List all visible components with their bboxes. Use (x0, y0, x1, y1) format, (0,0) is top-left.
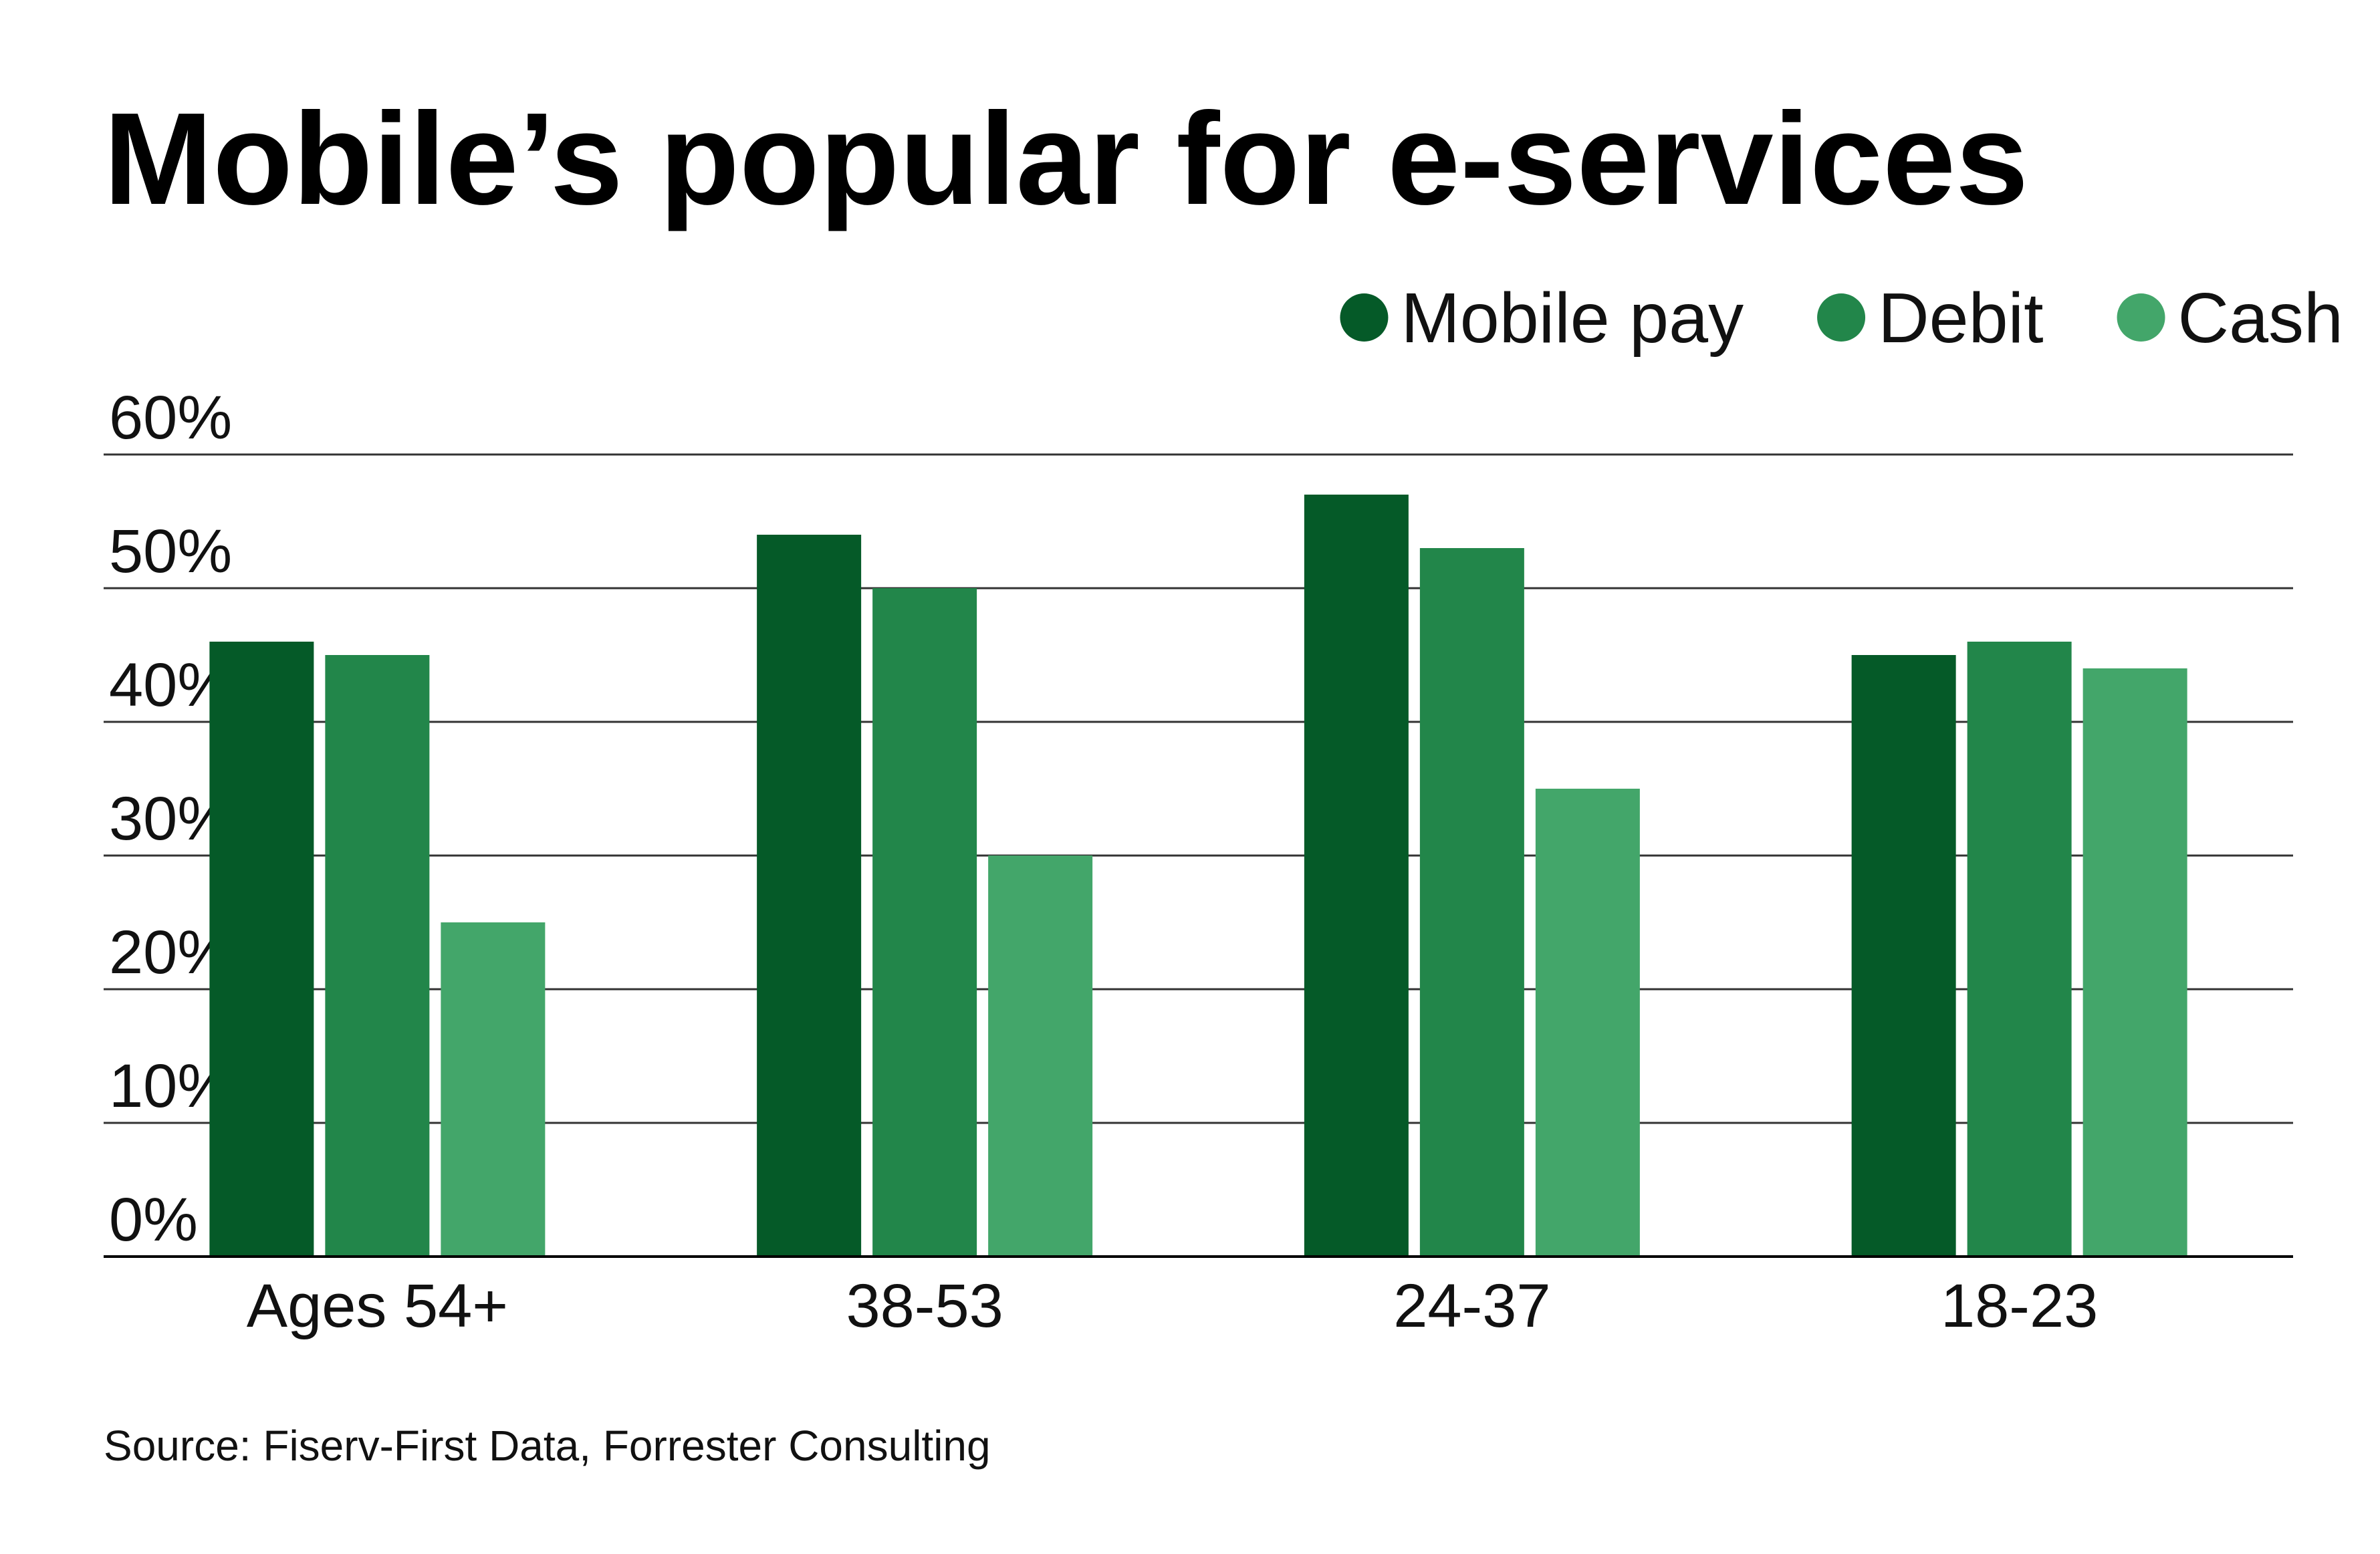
bar-mobile-pay (1851, 655, 1956, 1257)
legend-swatch (2117, 293, 2165, 342)
bar-cash (441, 922, 546, 1257)
x-tick-label: 18-23 (1941, 1272, 2098, 1340)
bar-cash (1535, 789, 1640, 1257)
legend-swatch (1817, 293, 1866, 342)
x-tick-label: 24-37 (1393, 1272, 1550, 1340)
legend-label: Debit (1878, 279, 2043, 358)
bar-cash (2082, 668, 2187, 1257)
y-tick-label: 60% (109, 384, 232, 452)
x-tick-label: Ages 54+ (247, 1272, 508, 1340)
bar-debit (325, 655, 430, 1257)
chart-title: Mobile’s popular for e-services (104, 86, 2028, 232)
bar-debit (1419, 548, 1524, 1257)
bar-mobile-pay (209, 642, 314, 1257)
bar-cash (988, 856, 1093, 1257)
x-tick-label: 38-53 (846, 1272, 1003, 1340)
y-tick-label: 50% (109, 517, 232, 586)
bar-debit (872, 588, 977, 1257)
legend: Mobile pay Debit Cash (1340, 279, 2343, 358)
bar-mobile-pay (1304, 495, 1409, 1257)
legend-label: Cash (2178, 279, 2343, 358)
legend-label: Mobile pay (1401, 279, 1744, 358)
x-axis-ticks: Ages 54+ 38-53 24-37 18-23 (247, 1272, 2099, 1340)
gridlines (104, 453, 2293, 1124)
bar-debit (1967, 642, 2072, 1257)
source-note: Source: Fiserv-First Data, Forrester Con… (104, 1422, 991, 1470)
legend-swatch (1340, 293, 1389, 342)
bar-mobile-pay (757, 535, 862, 1257)
bars (209, 495, 2187, 1257)
y-tick-label: 0% (109, 1186, 198, 1254)
